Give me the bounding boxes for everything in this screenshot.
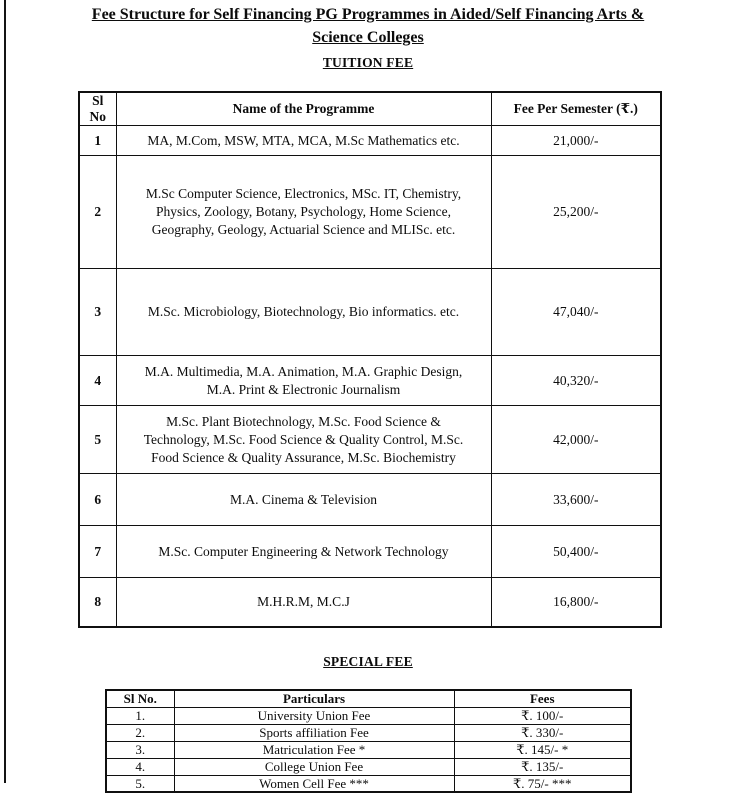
tuition-col-header-fee: Fee Per Semester (₹.) xyxy=(490,91,662,126)
tuition-row-5-sl: 5 xyxy=(78,405,117,474)
tuition-row-2-fee: 25,200/- xyxy=(490,155,662,269)
tuition-row-8-fee: 16,800/- xyxy=(490,577,662,627)
special-row-3: 3. Matriculation Fee * ₹. 145/- * xyxy=(105,740,632,759)
tuition-row-3-fee: 47,040/- xyxy=(490,268,662,356)
document-title: Fee Structure for Self Financing PG Prog… xyxy=(0,3,736,49)
tuition-row-3-name: M.Sc. Microbiology, Biotechnology, Bio i… xyxy=(115,268,492,356)
document-title-line-2: Science Colleges xyxy=(312,29,424,46)
tuition-col-header-name: Name of the Programme xyxy=(115,91,492,126)
tuition-row-6-fee: 33,600/- xyxy=(490,473,662,526)
tuition-row-5: 5 M.Sc. Plant Biotechnology, M.Sc. Food … xyxy=(78,405,662,474)
tuition-row-4-sl: 4 xyxy=(78,355,117,406)
tuition-row-3: 3 M.Sc. Microbiology, Biotechnology, Bio… xyxy=(78,268,662,356)
special-row-1-fee: ₹. 100/- xyxy=(453,706,632,725)
special-row-1-particulars: University Union Fee xyxy=(173,706,455,725)
special-col-header-particulars: Particulars xyxy=(173,689,455,708)
tuition-row-4-fee: 40,320/- xyxy=(490,355,662,406)
special-row-3-fee: ₹. 145/- * xyxy=(453,740,632,759)
tuition-row-2: 2 M.Sc Computer Science, Electronics, MS… xyxy=(78,155,662,269)
tuition-row-8-sl: 8 xyxy=(78,577,117,627)
special-row-5-particulars: Women Cell Fee *** xyxy=(173,774,455,793)
tuition-row-7: 7 M.Sc. Computer Engineering & Network T… xyxy=(78,525,662,578)
special-fee-heading-text: SPECIAL FEE xyxy=(323,654,413,669)
tuition-row-2-sl: 2 xyxy=(78,155,117,269)
tuition-row-3-sl: 3 xyxy=(78,268,117,356)
tuition-row-1-fee: 21,000/- xyxy=(490,125,662,156)
tuition-row-5-name: M.Sc. Plant Biotechnology, M.Sc. Food Sc… xyxy=(115,405,492,474)
tuition-row-2-name: M.Sc Computer Science, Electronics, MSc.… xyxy=(115,155,492,269)
special-row-5-fee: ₹. 75/- *** xyxy=(453,774,632,793)
special-col-header-fees: Fees xyxy=(453,689,632,708)
special-row-2-particulars: Sports affiliation Fee xyxy=(173,723,455,742)
special-col-header-sl: Sl No. xyxy=(105,689,175,708)
special-row-4-particulars: College Union Fee xyxy=(173,757,455,776)
tuition-row-7-sl: 7 xyxy=(78,525,117,578)
special-row-5-sl: 5. xyxy=(105,774,175,793)
tuition-fee-heading-text: TUITION FEE xyxy=(322,55,414,70)
document-title-line-1: Fee Structure for Self Financing PG Prog… xyxy=(91,6,645,23)
special-row-3-sl: 3. xyxy=(105,740,175,759)
tuition-header-row: Sl No Name of the Programme Fee Per Seme… xyxy=(78,91,662,126)
tuition-row-7-fee: 50,400/- xyxy=(490,525,662,578)
page-edge-line xyxy=(4,0,6,783)
special-row-2-sl: 2. xyxy=(105,723,175,742)
special-row-5: 5. Women Cell Fee *** ₹. 75/- *** xyxy=(105,774,632,793)
tuition-row-4-name: M.A. Multimedia, M.A. Animation, M.A. Gr… xyxy=(115,355,492,406)
tuition-col-header-sl: Sl No xyxy=(78,91,117,126)
special-row-3-particulars: Matriculation Fee * xyxy=(173,740,455,759)
tuition-fee-heading: TUITION FEE xyxy=(0,55,736,71)
special-row-4-fee: ₹. 135/- xyxy=(453,757,632,776)
special-fee-heading: SPECIAL FEE xyxy=(0,654,736,670)
tuition-fee-table: Sl No Name of the Programme Fee Per Seme… xyxy=(78,91,662,628)
tuition-row-5-fee: 42,000/- xyxy=(490,405,662,474)
special-row-1: 1. University Union Fee ₹. 100/- xyxy=(105,706,632,725)
tuition-row-6: 6 M.A. Cinema & Television 33,600/- xyxy=(78,473,662,526)
tuition-row-1-sl: 1 xyxy=(78,125,117,156)
tuition-row-1-name: MA, M.Com, MSW, MTA, MCA, M.Sc Mathemati… xyxy=(115,125,492,156)
tuition-row-6-name: M.A. Cinema & Television xyxy=(115,473,492,526)
special-row-4: 4. College Union Fee ₹. 135/- xyxy=(105,757,632,776)
special-fee-table: Sl No. Particulars Fees 1. University Un… xyxy=(105,689,632,793)
tuition-row-6-sl: 6 xyxy=(78,473,117,526)
tuition-row-8: 8 M.H.R.M, M.C.J 16,800/- xyxy=(78,577,662,627)
special-row-2-fee: ₹. 330/- xyxy=(453,723,632,742)
special-row-1-sl: 1. xyxy=(105,706,175,725)
tuition-row-1: 1 MA, M.Com, MSW, MTA, MCA, M.Sc Mathema… xyxy=(78,125,662,156)
special-header-row: Sl No. Particulars Fees xyxy=(105,689,632,708)
tuition-row-4: 4 M.A. Multimedia, M.A. Animation, M.A. … xyxy=(78,355,662,406)
tuition-row-8-name: M.H.R.M, M.C.J xyxy=(115,577,492,627)
special-row-4-sl: 4. xyxy=(105,757,175,776)
tuition-row-7-name: M.Sc. Computer Engineering & Network Tec… xyxy=(115,525,492,578)
special-row-2: 2. Sports affiliation Fee ₹. 330/- xyxy=(105,723,632,742)
